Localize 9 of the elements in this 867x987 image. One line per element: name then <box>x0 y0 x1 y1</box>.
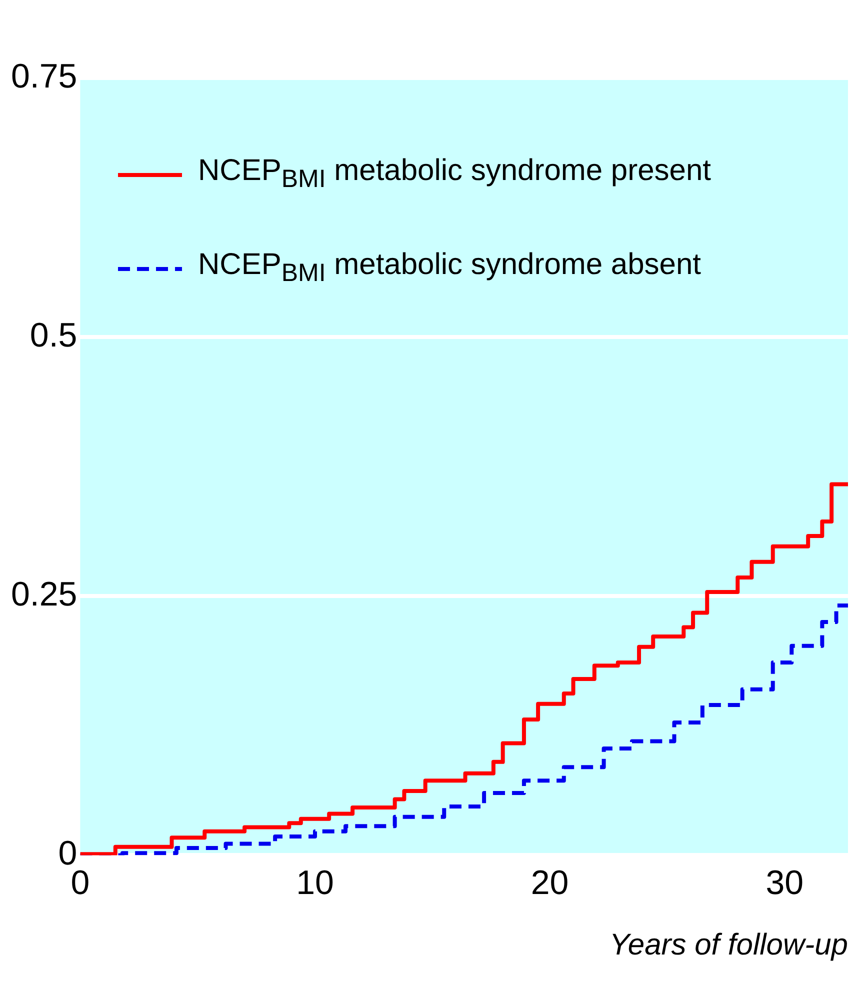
x-tick-label: 30 <box>766 864 804 902</box>
y-tick-label: 0.25 <box>10 576 78 614</box>
x-tick-label: 20 <box>530 864 569 902</box>
x-axis-title: Years of follow-up <box>610 928 848 962</box>
y-tick-label: 0.5 <box>30 316 78 354</box>
x-tick-label: 10 <box>296 864 334 902</box>
y-tick-label: 0.75 <box>10 57 78 96</box>
legend-label: NCEP$_{BMI}$ metabolic syndrome absent <box>198 247 702 289</box>
legend-label: NCEP$_{BMI}$ metabolic syndrome present <box>198 153 711 195</box>
